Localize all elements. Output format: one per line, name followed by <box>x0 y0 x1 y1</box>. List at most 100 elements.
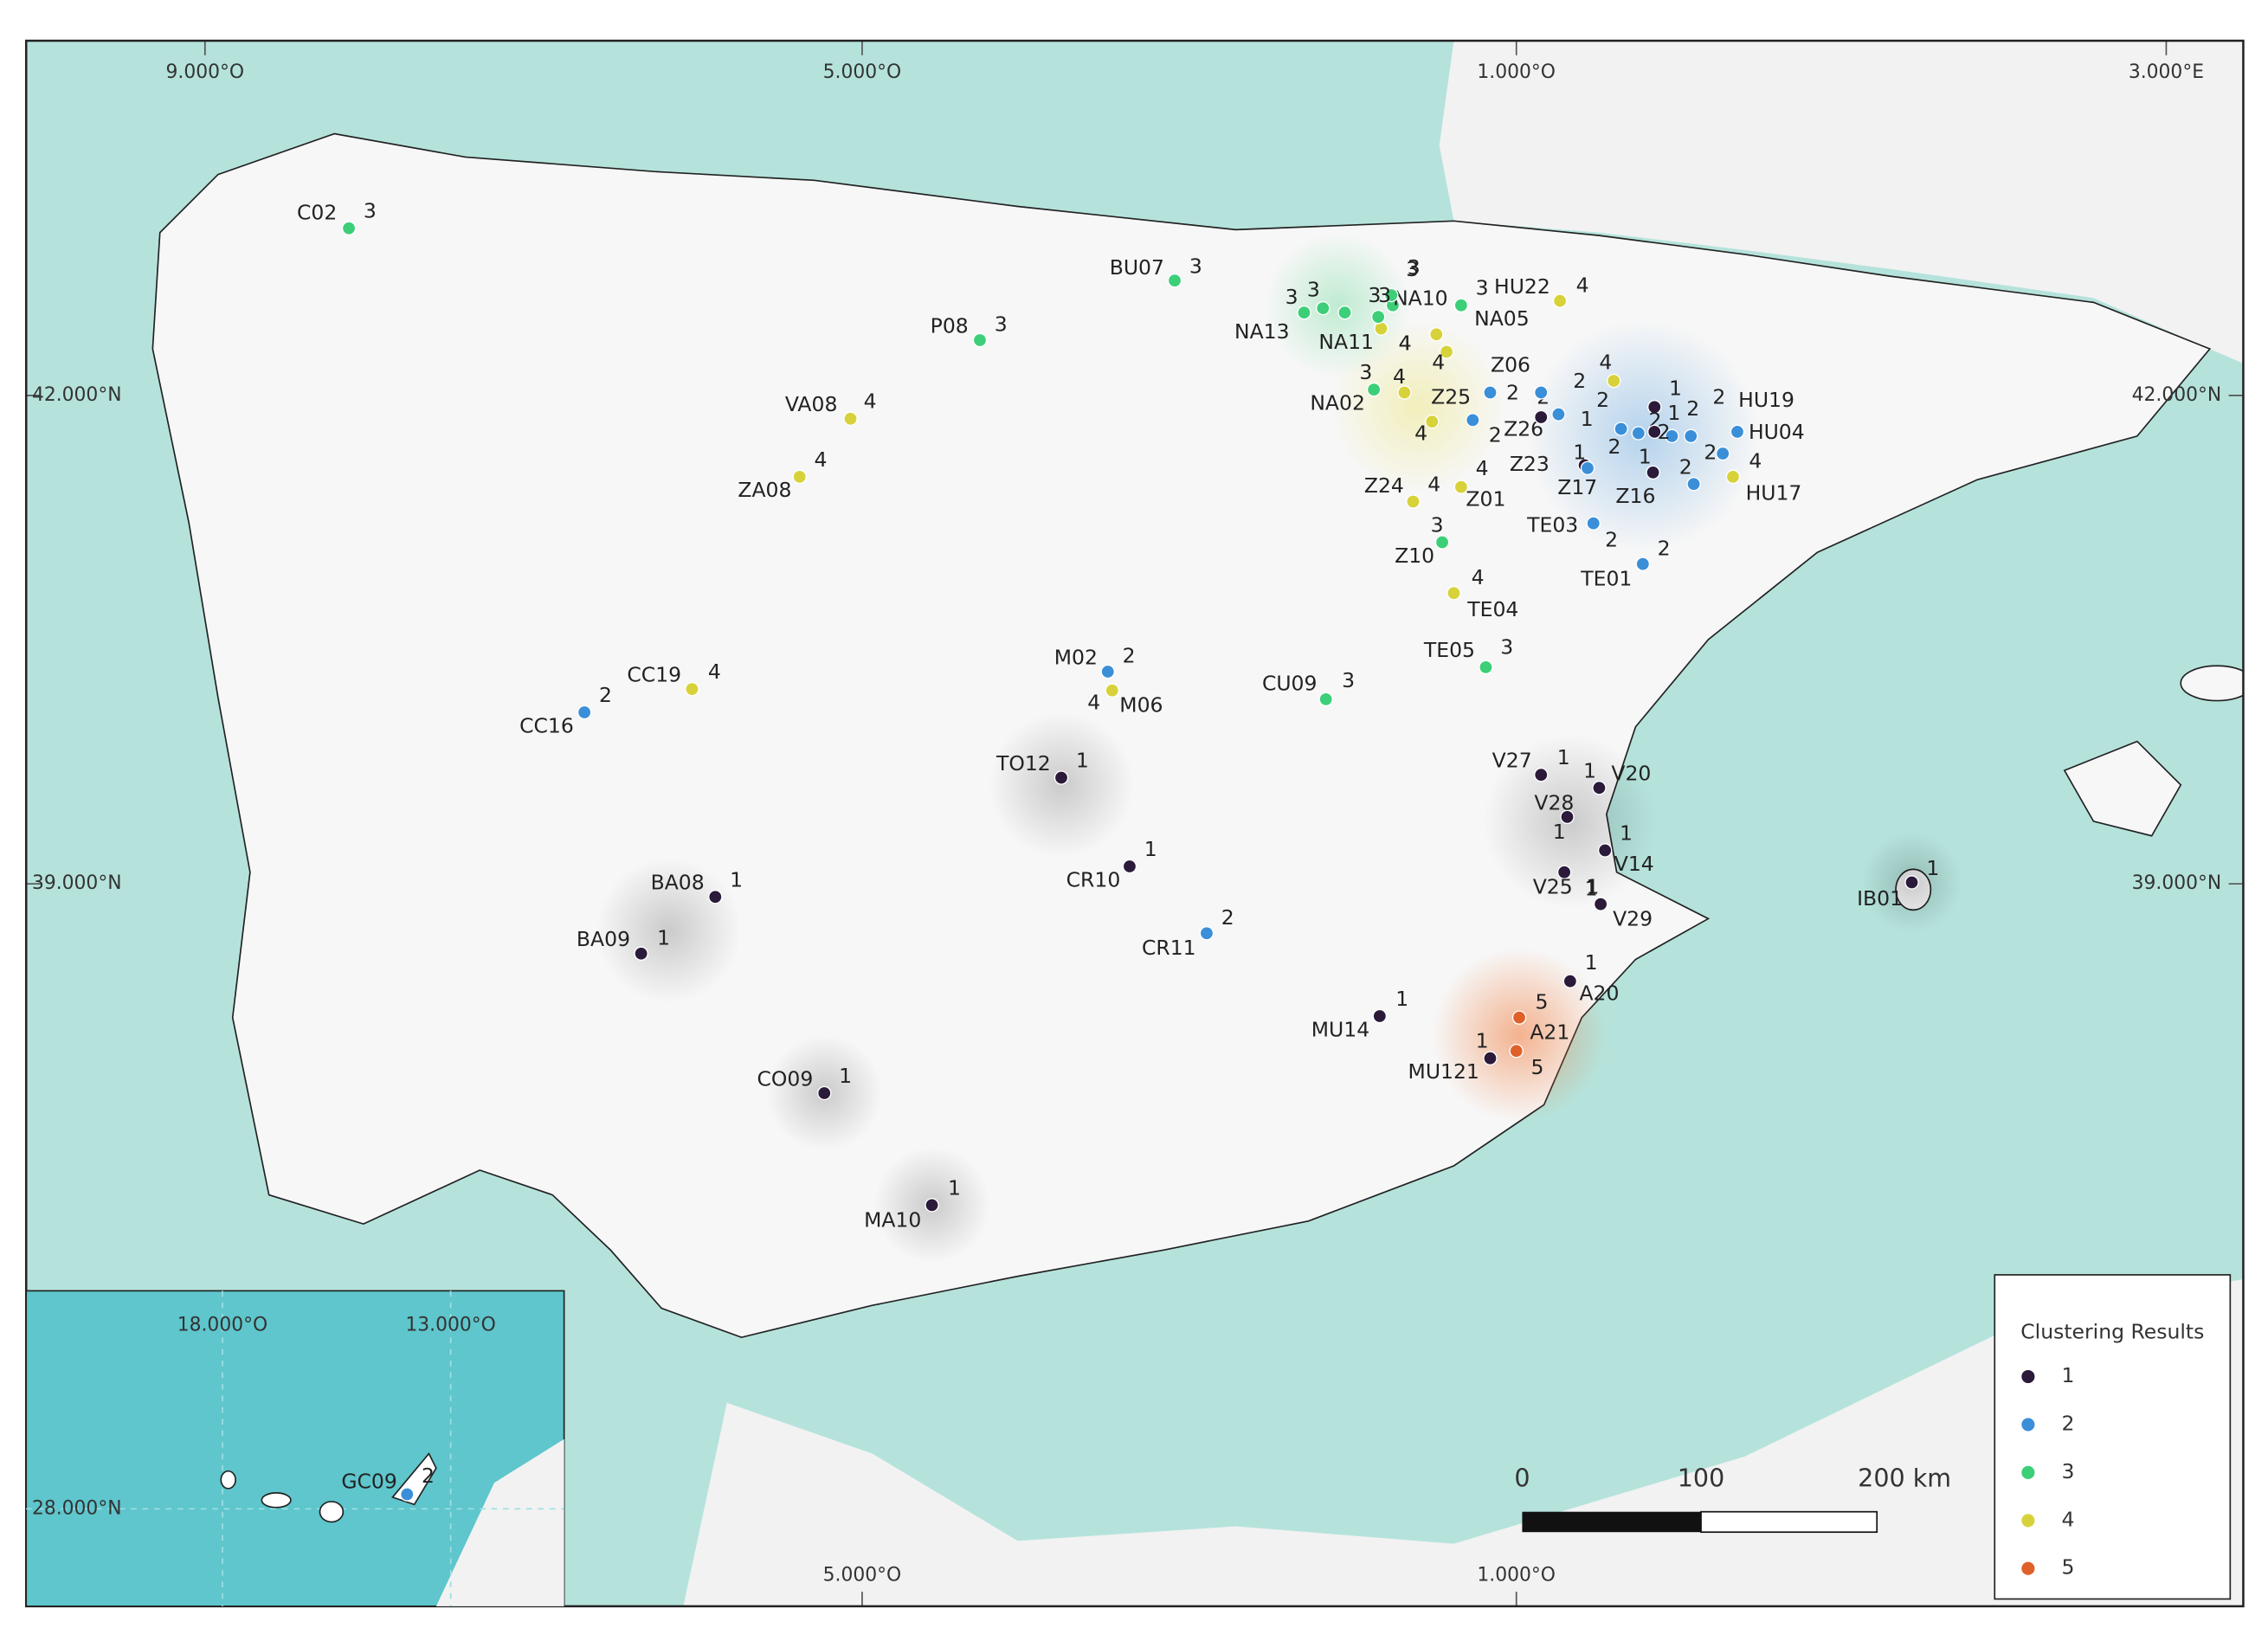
menorca <box>2180 665 2244 702</box>
site-label: P08 <box>931 313 969 338</box>
inset-africa <box>435 1438 564 1606</box>
site-label: CR11 <box>1142 936 1196 960</box>
site-marker <box>1556 865 1572 879</box>
cluster-number: 3 <box>1307 277 1320 301</box>
site-marker <box>1105 683 1120 698</box>
cluster-number: 1 <box>1573 441 1586 465</box>
site-label: CC19 <box>627 662 681 686</box>
inset-lon-label: 18.000°O <box>177 1315 267 1336</box>
cluster-number: 1 <box>1926 856 1939 880</box>
cluster-number: 2 <box>1221 905 1234 930</box>
cluster-number: 4 <box>1427 472 1440 496</box>
cluster-number: 4 <box>815 447 828 472</box>
cluster-number: 3 <box>1500 635 1513 660</box>
site-marker <box>1586 516 1601 531</box>
lat-label: 42.000°N <box>32 384 122 406</box>
site-marker <box>1483 1051 1498 1065</box>
cluster-number: 2 <box>1608 434 1621 459</box>
lon-label: 9.000°O <box>166 61 245 83</box>
lon-label: 1.000°O <box>1477 1565 1556 1586</box>
cluster-number: 1 <box>948 1175 961 1200</box>
cluster-number: 3 <box>1431 513 1444 537</box>
lat-label: 42.000°N <box>2132 384 2222 406</box>
site-marker <box>1725 469 1741 485</box>
site-marker <box>1425 414 1440 429</box>
site-marker <box>972 332 988 348</box>
frame <box>24 39 2245 1608</box>
cluster-number: 3 <box>1406 257 1419 281</box>
site-label: ZA08 <box>738 478 791 502</box>
site-marker <box>1534 409 1549 425</box>
cluster-number: 4 <box>1432 350 1445 374</box>
cluster-number: 4 <box>1087 690 1100 714</box>
scale-label: 100 <box>1678 1464 1725 1493</box>
site-marker <box>1551 407 1566 422</box>
site-marker <box>1429 327 1444 342</box>
site-label: Z10 <box>1395 544 1434 568</box>
cluster-number: 3 <box>1378 283 1391 307</box>
site-label: Z17 <box>1557 475 1597 499</box>
legend-box <box>1994 1274 2232 1600</box>
cluster-number: 1 <box>1639 445 1652 469</box>
cluster-number: 1 <box>1667 401 1680 425</box>
site-marker <box>685 681 699 697</box>
site-marker <box>1511 1010 1527 1025</box>
cluster-number: 4 <box>1393 364 1406 389</box>
cluster-number: 2 <box>1686 396 1699 421</box>
site-label: V14 <box>1614 852 1654 876</box>
cluster-number: 1 <box>839 1064 852 1088</box>
site-label: HU22 <box>1494 274 1550 299</box>
cluster-number: 1 <box>1669 376 1682 401</box>
legend-label: 2 <box>2062 1411 2075 1435</box>
site-label: NA02 <box>1310 390 1365 415</box>
legend-label: 1 <box>2062 1363 2075 1387</box>
cluster-number: 2 <box>1605 527 1618 551</box>
cluster-number: 1 <box>1076 749 1089 773</box>
cluster-number: 4 <box>1399 331 1412 356</box>
legend-label: 5 <box>2062 1555 2075 1580</box>
cluster-number: 2 <box>1123 644 1136 668</box>
cluster-number: 5 <box>1531 1055 1544 1079</box>
site-marker <box>1686 477 1701 492</box>
site-label: V25 <box>1533 875 1573 899</box>
site-label: CC16 <box>519 713 574 737</box>
site-label: V29 <box>1613 907 1653 931</box>
site-label: BU07 <box>1110 255 1164 280</box>
site-label: IB01 <box>1857 886 1903 911</box>
cluster-number: 4 <box>1476 456 1489 480</box>
cluster-number: 1 <box>1620 821 1633 846</box>
site-marker <box>1167 273 1182 288</box>
site-label: VA08 <box>785 392 838 416</box>
site-marker <box>925 1198 939 1213</box>
site-marker <box>1297 305 1311 320</box>
site-label: CR10 <box>1066 867 1121 891</box>
site-label: Z01 <box>1466 486 1505 511</box>
cluster-number: 1 <box>1581 407 1594 431</box>
site-marker <box>1534 385 1549 400</box>
site-label: NA10 <box>1393 286 1448 311</box>
inset-lon-label: 13.000°O <box>405 1315 495 1336</box>
site-marker <box>1534 767 1549 782</box>
cluster-number: 1 <box>1144 837 1157 861</box>
cluster-number: 2 <box>1704 441 1717 465</box>
site-marker <box>1466 413 1480 428</box>
site-label: M06 <box>1119 693 1163 718</box>
site-label: TE04 <box>1466 597 1518 621</box>
site-marker <box>1483 385 1498 400</box>
site-marker <box>1614 422 1628 436</box>
halo <box>1265 232 1411 378</box>
cluster-number: 4 <box>708 660 721 684</box>
lat-label: 39.000°N <box>32 872 122 894</box>
site-marker <box>1597 843 1613 858</box>
cluster-number: 2 <box>1489 422 1502 447</box>
site-marker <box>1665 428 1679 444</box>
site-label: MU121 <box>1408 1059 1479 1084</box>
cluster-number: 2 <box>1712 385 1725 409</box>
site-marker <box>1374 321 1389 336</box>
cluster-number: 3 <box>1368 283 1381 307</box>
site-marker <box>817 1085 832 1101</box>
lon-label: 5.000°O <box>823 1565 902 1586</box>
cluster-number: 3 <box>364 199 377 223</box>
